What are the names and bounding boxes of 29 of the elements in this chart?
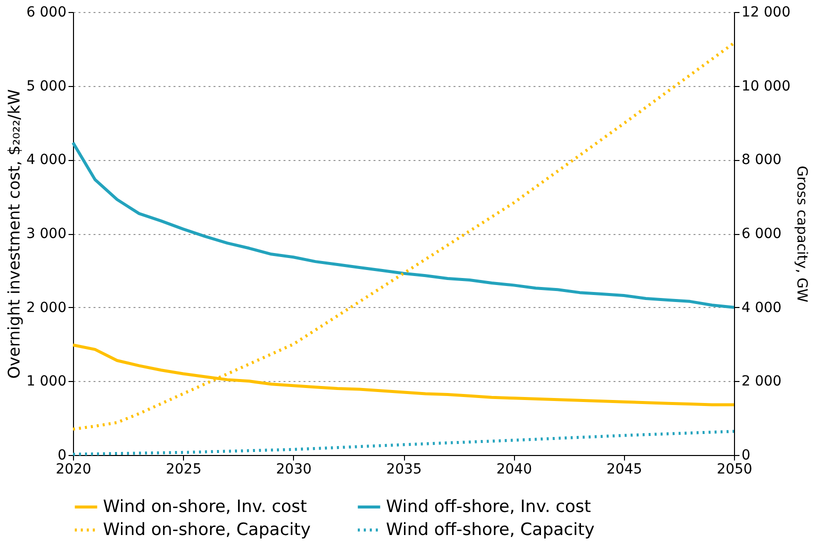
x-tick-label: 2035 <box>386 462 422 478</box>
x-tick-label: 2045 <box>606 462 642 478</box>
x-tick-label: 2025 <box>166 462 202 478</box>
y2-tick-label: 4 000 <box>742 300 782 316</box>
x-tick-label: 2020 <box>56 462 92 478</box>
x-tick-label: 2040 <box>496 462 532 478</box>
x-tick-label: 2030 <box>276 462 312 478</box>
y2-tick-label: 12 000 <box>742 4 790 20</box>
y-tick-label: 4 000 <box>26 152 66 168</box>
y-tick-label: 0 <box>58 448 66 464</box>
y-tick-label: 6 000 <box>26 4 66 20</box>
y-tick-label: 2 000 <box>26 300 66 316</box>
y-tick-label: 1 000 <box>26 374 66 390</box>
y-tick-label: 5 000 <box>26 78 66 94</box>
y2-tick-label: 6 000 <box>742 226 782 242</box>
y2-tick-label: 8 000 <box>742 152 782 168</box>
legend-label: Wind off-shore, Capacity <box>386 520 595 540</box>
y2-tick-label: 2 000 <box>742 374 782 390</box>
y2-tick-label: 10 000 <box>742 78 790 94</box>
legend-label: Wind off-shore, Inv. cost <box>386 497 592 517</box>
legend-label: Wind on-shore, Capacity <box>103 520 311 540</box>
line-series <box>72 42 736 431</box>
legend-label: Wind on-shore, Inv. cost <box>103 497 308 517</box>
y2-axis-title: Gross capacity, GW <box>793 166 810 302</box>
y-axis-title: Overnight investment cost, $₂₀₂₂/kW <box>4 89 24 379</box>
y-tick-label: 3 000 <box>26 226 66 242</box>
line-series <box>72 141 736 309</box>
y2-tick-label: 0 <box>742 448 750 464</box>
x-tick-label: 2050 <box>716 462 752 478</box>
